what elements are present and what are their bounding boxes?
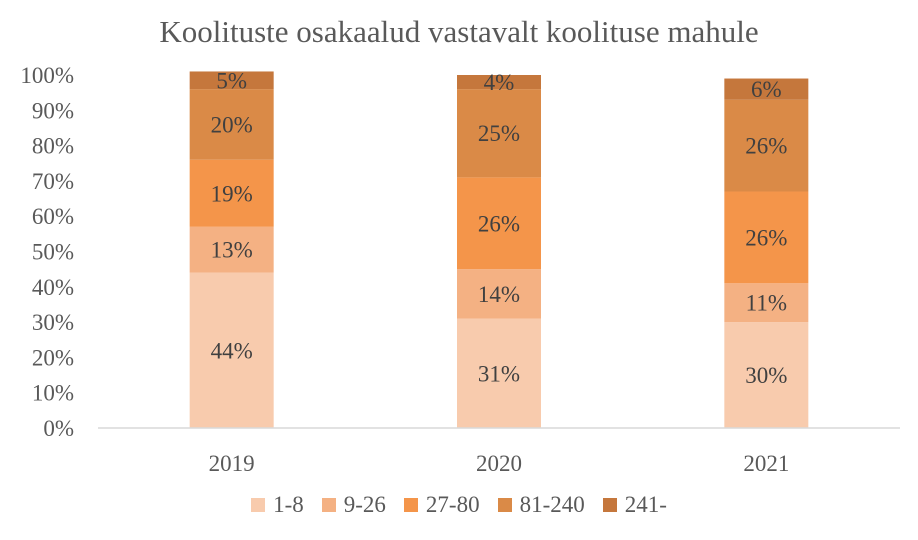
bar-segment (189, 71, 274, 90)
y-tick-label: 60% (32, 204, 74, 229)
y-tick-label: 50% (32, 240, 74, 265)
y-tick-label: 10% (32, 381, 74, 406)
data-label: 30% (745, 363, 787, 388)
bar-segment (724, 322, 809, 428)
data-label: 11% (746, 291, 787, 316)
data-label: 26% (745, 225, 787, 250)
y-tick-label: 90% (32, 98, 74, 123)
x-tick-label: 2020 (476, 451, 522, 476)
legend-swatch (251, 498, 266, 512)
y-tick-label: 0% (43, 416, 74, 441)
bar-segment (724, 191, 809, 284)
y-tick-label: 30% (32, 310, 74, 335)
bar-segment (189, 89, 274, 160)
legend-swatch (602, 498, 617, 512)
bar-segment (724, 78, 809, 100)
y-tick-label: 80% (32, 134, 74, 159)
bar-segment (189, 272, 274, 428)
legend-item: 81-240 (497, 492, 585, 518)
x-tick-label: 2019 (209, 451, 255, 476)
bar-segment (457, 75, 541, 90)
y-tick-label: 70% (32, 169, 74, 194)
legend-item: 1-8 (251, 492, 304, 518)
data-label: 13% (211, 238, 253, 263)
legend-swatch (321, 498, 336, 512)
bar-segment (724, 283, 809, 323)
bar-segment (457, 177, 541, 270)
legend-item: 241- (602, 492, 667, 518)
bar-segment (189, 159, 274, 227)
bar-segment (457, 269, 541, 319)
plot-area: 0% 10% 20% 30% 40% 50% 60% 70% 80% 90% 100% 44% 13% 1… (20, 63, 900, 476)
data-label: 19% (211, 181, 253, 206)
legend-label: 1-8 (273, 492, 304, 517)
x-tick-label: 2021 (743, 451, 789, 476)
legend-label: 9-26 (343, 492, 386, 517)
data-label: 4% (484, 70, 515, 95)
y-tick-label: 100% (20, 63, 74, 88)
bar-segment (724, 99, 809, 192)
legend-item: 27-80 (403, 492, 480, 518)
bar-segment (457, 89, 541, 178)
legend-swatch (497, 498, 512, 512)
data-label: 20% (211, 112, 253, 137)
data-label: 26% (745, 134, 787, 159)
bar-segment (189, 226, 274, 273)
legend-item: 9-26 (321, 492, 386, 518)
data-label: 25% (478, 121, 520, 146)
legend: 1-8 9-26 27-80 81-240 241- (0, 492, 918, 518)
data-label: 31% (478, 361, 520, 386)
data-label: 5% (216, 68, 247, 93)
data-label: 26% (478, 211, 520, 236)
legend-swatch (403, 498, 418, 512)
bar-segment (457, 318, 541, 428)
data-label: 44% (211, 338, 253, 363)
legend-label: 81-240 (519, 492, 585, 517)
data-label: 6% (751, 77, 782, 102)
chart-title: Koolituste osakaalud vastavalt koolituse… (159, 14, 759, 49)
y-tick-label: 20% (32, 345, 74, 370)
legend-label: 241- (624, 492, 667, 517)
y-tick-label: 40% (32, 275, 74, 300)
data-label: 14% (478, 282, 520, 307)
legend-label: 27-80 (425, 492, 480, 517)
